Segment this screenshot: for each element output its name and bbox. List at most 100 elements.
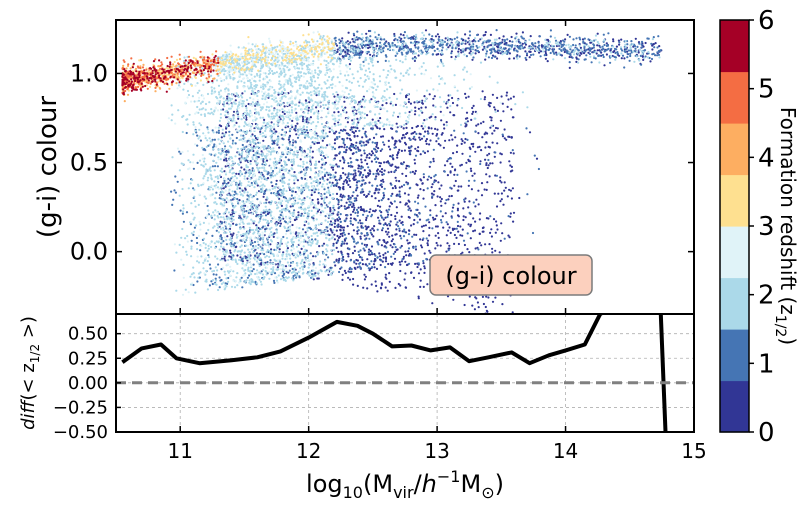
scatter-point bbox=[412, 132, 415, 135]
scatter-point bbox=[384, 266, 387, 269]
scatter-point bbox=[417, 146, 420, 149]
scatter-point bbox=[366, 39, 369, 42]
scatter-point bbox=[350, 97, 353, 100]
scatter-point bbox=[623, 57, 626, 60]
scatter-point bbox=[207, 247, 210, 250]
scatter-point bbox=[255, 92, 258, 95]
scatter-point bbox=[422, 285, 425, 288]
scatter-point bbox=[296, 274, 299, 277]
scatter-point bbox=[316, 184, 319, 187]
scatter-point bbox=[579, 46, 583, 50]
scatter-point bbox=[383, 143, 386, 146]
scatter-point bbox=[251, 241, 254, 244]
scatter-point bbox=[368, 190, 371, 193]
scatter-point bbox=[368, 253, 371, 256]
scatter-point bbox=[360, 158, 363, 161]
scatter-point bbox=[223, 181, 226, 185]
scatter-point bbox=[250, 248, 253, 251]
scatter-point bbox=[512, 57, 516, 60]
scatter-point bbox=[425, 138, 428, 141]
scatter-point bbox=[396, 156, 399, 159]
scatter-point bbox=[345, 260, 348, 263]
scatter-point bbox=[378, 238, 381, 242]
scatter-point bbox=[263, 201, 266, 205]
scatter-point bbox=[347, 116, 350, 119]
scatter-point bbox=[321, 151, 325, 154]
scatter-point bbox=[383, 43, 386, 46]
scatter-point bbox=[449, 170, 452, 173]
scatter-point bbox=[275, 220, 278, 224]
scatter-point bbox=[339, 195, 342, 198]
scatter-point bbox=[382, 223, 385, 226]
scatter-point bbox=[420, 244, 423, 247]
scatter-point bbox=[335, 229, 338, 232]
scatter-point bbox=[413, 158, 416, 161]
scatter-point bbox=[353, 37, 356, 40]
scatter-point bbox=[509, 164, 512, 167]
scatter-point bbox=[351, 223, 354, 226]
scatter-point bbox=[286, 101, 289, 104]
scatter-point bbox=[432, 160, 435, 163]
scatter-point bbox=[281, 215, 284, 218]
scatter-point bbox=[596, 40, 599, 44]
scatter-point bbox=[356, 210, 360, 213]
scatter-point bbox=[359, 205, 362, 209]
scatter-point bbox=[330, 266, 333, 269]
scatter-point bbox=[257, 169, 260, 172]
scatter-point bbox=[421, 102, 424, 105]
scatter-point bbox=[395, 223, 398, 226]
scatter-point bbox=[504, 51, 508, 54]
scatter-point bbox=[339, 72, 342, 75]
scatter-point bbox=[243, 168, 246, 171]
scatter-point bbox=[481, 44, 484, 47]
scatter-point bbox=[324, 146, 327, 149]
scatter-point bbox=[215, 273, 218, 276]
scatter-point bbox=[517, 38, 520, 41]
scatter-point bbox=[227, 148, 230, 151]
scatter-point bbox=[228, 130, 231, 133]
scatter-point bbox=[440, 204, 443, 207]
scatter-point bbox=[232, 270, 235, 273]
scatter-point bbox=[445, 250, 448, 253]
scatter-point bbox=[333, 225, 336, 228]
scatter-point bbox=[404, 203, 407, 206]
scatter-point bbox=[568, 55, 571, 59]
scatter-point bbox=[310, 122, 313, 125]
scatter-point bbox=[291, 223, 294, 227]
scatter-point bbox=[415, 37, 418, 40]
scatter-point bbox=[241, 73, 244, 76]
scatter-point bbox=[399, 234, 402, 237]
scatter-point bbox=[491, 247, 494, 250]
scatter-point bbox=[285, 249, 288, 253]
scatter-point bbox=[316, 277, 319, 280]
scatter-point bbox=[234, 99, 237, 102]
scatter-point bbox=[333, 122, 336, 125]
scatter-point bbox=[426, 244, 429, 247]
scatter-point bbox=[349, 41, 352, 44]
scatter-point bbox=[534, 48, 538, 52]
scatter-point bbox=[390, 183, 393, 186]
scatter-point bbox=[303, 265, 306, 268]
scatter-point bbox=[456, 144, 459, 147]
scatter-point bbox=[568, 61, 571, 64]
scatter-point bbox=[549, 29, 553, 32]
scatter-point bbox=[499, 176, 502, 179]
scatter-point bbox=[495, 29, 498, 32]
scatter-point bbox=[408, 207, 411, 210]
scatter-point bbox=[275, 248, 278, 252]
scatter-point bbox=[417, 262, 420, 265]
scatter-point bbox=[445, 102, 448, 105]
scatter-point bbox=[332, 209, 335, 213]
scatter-point bbox=[240, 147, 243, 150]
scatter-point bbox=[433, 95, 436, 98]
scatter-point bbox=[442, 64, 445, 67]
scatter-point bbox=[390, 255, 393, 258]
scatter-point bbox=[328, 75, 331, 79]
scatter-point bbox=[515, 55, 518, 58]
scatter-point bbox=[361, 41, 364, 44]
scatter-point bbox=[490, 119, 493, 122]
scatter-point bbox=[357, 108, 360, 111]
scatter-point bbox=[501, 38, 504, 41]
scatter-point bbox=[379, 255, 382, 258]
scatter-point bbox=[427, 218, 430, 221]
